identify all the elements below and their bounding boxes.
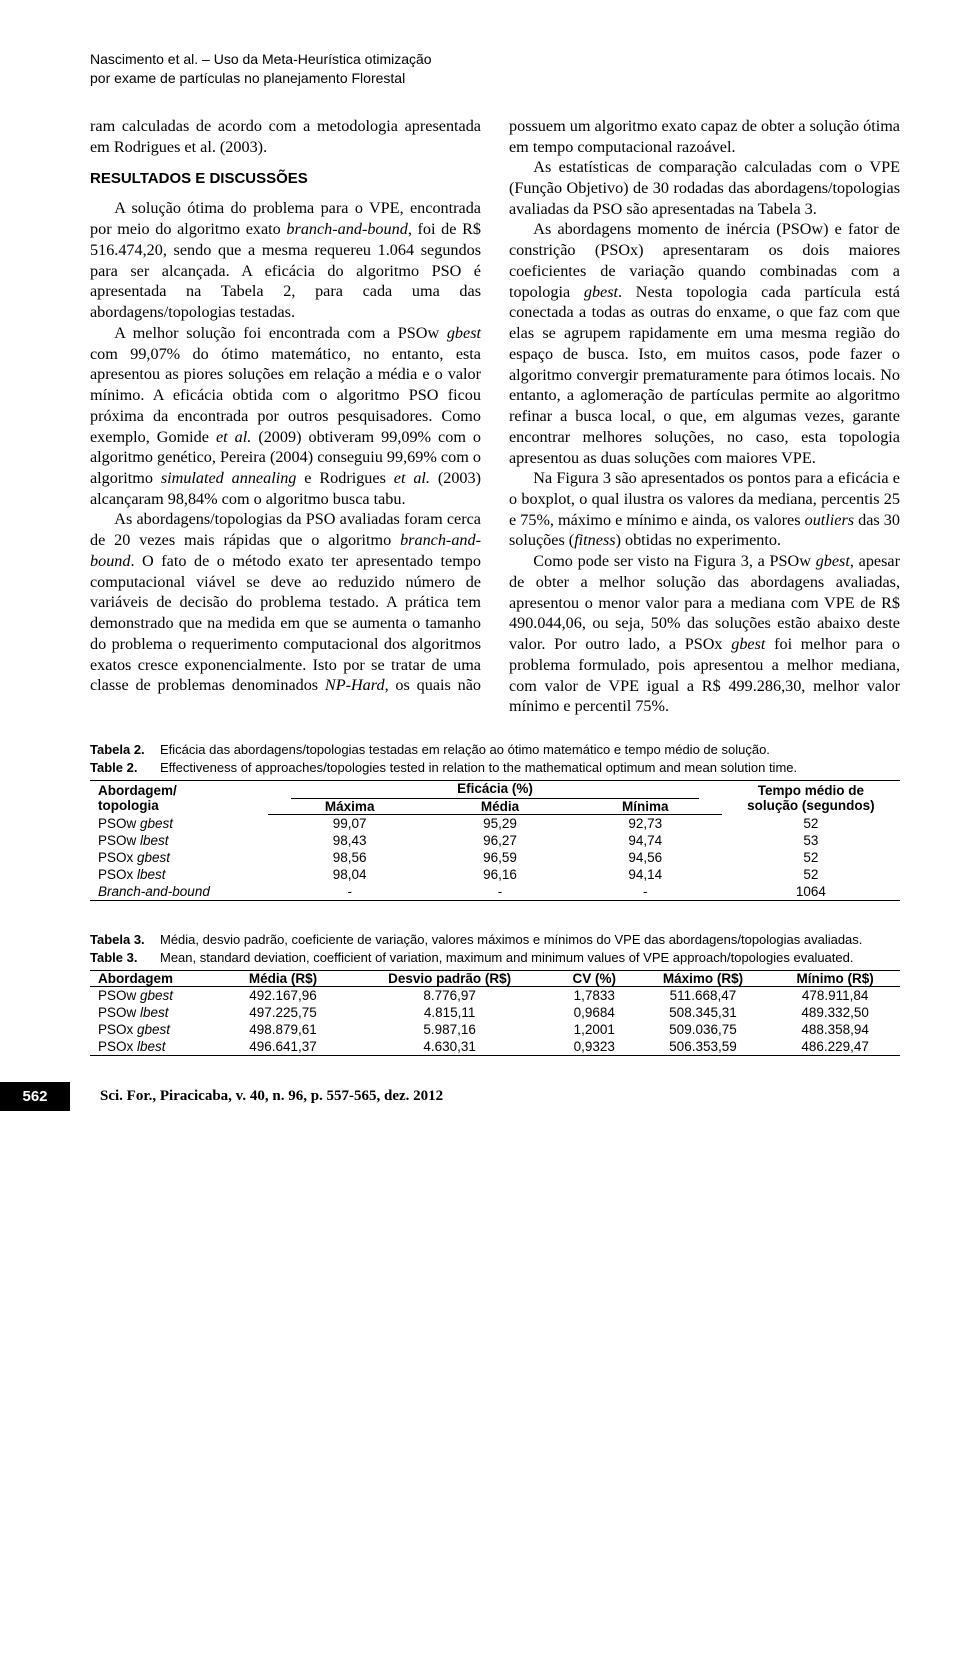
paragraph-5: As estatísticas de comparação calculadas… <box>509 157 900 219</box>
table3: Abordagem Média (R$) Desvio padrão (R$) … <box>90 970 900 1056</box>
table2-h-c1a: Abordagem/ <box>98 783 177 798</box>
paragraph-2: A solução ótima do problema para o VPE, … <box>90 198 481 322</box>
cell: 5.987,16 <box>346 1021 552 1038</box>
cell: 492.167,96 <box>220 987 347 1005</box>
cell: 96,16 <box>431 866 569 883</box>
table3-h-c1: Abordagem <box>90 971 220 987</box>
paragraph-3: A melhor solução foi encontrada com a PS… <box>90 323 481 510</box>
cell: 498.879,61 <box>220 1021 347 1038</box>
running-head-line1: Nascimento et al. – Uso da Meta-Heurísti… <box>90 51 432 67</box>
cell: - <box>569 883 722 901</box>
cell: 1064 <box>722 883 900 901</box>
cell: 0,9323 <box>553 1038 636 1056</box>
table3-caption-pt-label: Tabela 3. <box>90 931 160 949</box>
section-head: RESULTADOS E DISCUSSÕES <box>90 169 481 188</box>
table2-caption-pt: Eficácia das abordagens/topologias testa… <box>160 741 900 759</box>
cell: 96,27 <box>431 832 569 849</box>
table2-h-span: Eficácia (%) <box>291 781 699 799</box>
table3-caption: Tabela 3. Média, desvio padrão, coeficie… <box>90 931 900 966</box>
cell: 0,9684 <box>553 1004 636 1021</box>
cell: PSOw gbest <box>90 987 220 1005</box>
cell: 497.225,75 <box>220 1004 347 1021</box>
paragraph-6: As abordagens momento de inércia (PSOw) … <box>509 219 900 468</box>
table3-h-c5: Máximo (R$) <box>636 971 771 987</box>
table-row: PSOx lbest98,0496,1694,1452 <box>90 866 900 883</box>
paragraph-8: Como pode ser visto na Figura 3, a PSOw … <box>509 551 900 717</box>
table-row: PSOx gbest98,5696,5994,5652 <box>90 849 900 866</box>
cell: PSOx lbest <box>90 1038 220 1056</box>
table3-h-c3: Desvio padrão (R$) <box>346 971 552 987</box>
table-row: PSOx gbest498.879,615.987,161,2001509.03… <box>90 1021 900 1038</box>
cell: - <box>268 883 431 901</box>
table-row: PSOw lbest98,4396,2794,7453 <box>90 832 900 849</box>
cell: PSOw gbest <box>90 815 268 833</box>
cell: Branch-and-bound <box>90 883 268 901</box>
cell: 511.668,47 <box>636 987 771 1005</box>
cell: 52 <box>722 815 900 833</box>
cell: 506.353,59 <box>636 1038 771 1056</box>
cell: 1,7833 <box>553 987 636 1005</box>
body-columns: ram calculadas de acordo com a metodolog… <box>90 116 900 717</box>
table3-caption-en: Mean, standard deviation, coefficient of… <box>160 949 900 967</box>
cell: 52 <box>722 849 900 866</box>
cell: 92,73 <box>569 815 722 833</box>
cell: 94,74 <box>569 832 722 849</box>
table2-caption-pt-label: Tabela 2. <box>90 741 160 759</box>
cell: 508.345,31 <box>636 1004 771 1021</box>
cell: 98,43 <box>268 832 431 849</box>
cell: 8.776,97 <box>346 987 552 1005</box>
table3-h-c2: Média (R$) <box>220 971 347 987</box>
table3-caption-en-label: Table 3. <box>90 949 160 967</box>
cell: 496.641,37 <box>220 1038 347 1056</box>
cell: 94,56 <box>569 849 722 866</box>
table3-h-c4: CV (%) <box>553 971 636 987</box>
running-head-line2: por exame de partículas no planejamento … <box>90 70 405 86</box>
table2-caption: Tabela 2. Eficácia das abordagens/topolo… <box>90 741 900 776</box>
table-row: PSOw gbest492.167,968.776,971,7833511.66… <box>90 987 900 1005</box>
cell: PSOx gbest <box>90 849 268 866</box>
table2-h-c2: Máxima <box>268 799 431 815</box>
cell: 488.358,94 <box>770 1021 900 1038</box>
running-head: Nascimento et al. – Uso da Meta-Heurísti… <box>90 50 450 88</box>
table2-h-c3: Média <box>431 799 569 815</box>
table2-caption-en: Effectiveness of approaches/topologies t… <box>160 759 900 777</box>
cell: 486.229,47 <box>770 1038 900 1056</box>
table2-h-c4: Mínima <box>569 799 722 815</box>
cell: - <box>431 883 569 901</box>
cell: 4.815,11 <box>346 1004 552 1021</box>
table2-h-c5b: solução (segundos) <box>747 798 875 813</box>
table2-h-c1b: topologia <box>98 798 159 813</box>
table2: Abordagem/ topologia Eficácia (%) Tempo … <box>90 780 900 901</box>
cell: 99,07 <box>268 815 431 833</box>
cell: 94,14 <box>569 866 722 883</box>
table3-caption-pt: Média, desvio padrão, coeficiente de var… <box>160 931 900 949</box>
cell: 478.911,84 <box>770 987 900 1005</box>
table-row: PSOw lbest497.225,754.815,110,9684508.34… <box>90 1004 900 1021</box>
cell: 1,2001 <box>553 1021 636 1038</box>
table3-h-c6: Mínimo (R$) <box>770 971 900 987</box>
journal-reference: Sci. For., Piracicaba, v. 40, n. 96, p. … <box>100 1088 443 1105</box>
page-number: 562 <box>0 1082 70 1111</box>
cell: PSOw lbest <box>90 1004 220 1021</box>
paragraph-7: Na Figura 3 são apresentados os pontos p… <box>509 468 900 551</box>
cell: 98,56 <box>268 849 431 866</box>
cell: 98,04 <box>268 866 431 883</box>
cell: 52 <box>722 866 900 883</box>
cell: 96,59 <box>431 849 569 866</box>
footer: 562 Sci. For., Piracicaba, v. 40, n. 96,… <box>90 1082 900 1111</box>
table-row: PSOx lbest496.641,374.630,310,9323506.35… <box>90 1038 900 1056</box>
cell: 95,29 <box>431 815 569 833</box>
cell: PSOx gbest <box>90 1021 220 1038</box>
cell: 509.036,75 <box>636 1021 771 1038</box>
cell: 489.332,50 <box>770 1004 900 1021</box>
cell: 4.630,31 <box>346 1038 552 1056</box>
table2-h-c5a: Tempo médio de <box>758 783 864 798</box>
table-row: Branch-and-bound---1064 <box>90 883 900 901</box>
table2-caption-en-label: Table 2. <box>90 759 160 777</box>
cell: PSOx lbest <box>90 866 268 883</box>
cell: PSOw lbest <box>90 832 268 849</box>
table-row: PSOw gbest99,0795,2992,7352 <box>90 815 900 833</box>
cell: 53 <box>722 832 900 849</box>
paragraph-1: ram calculadas de acordo com a metodolog… <box>90 116 481 157</box>
